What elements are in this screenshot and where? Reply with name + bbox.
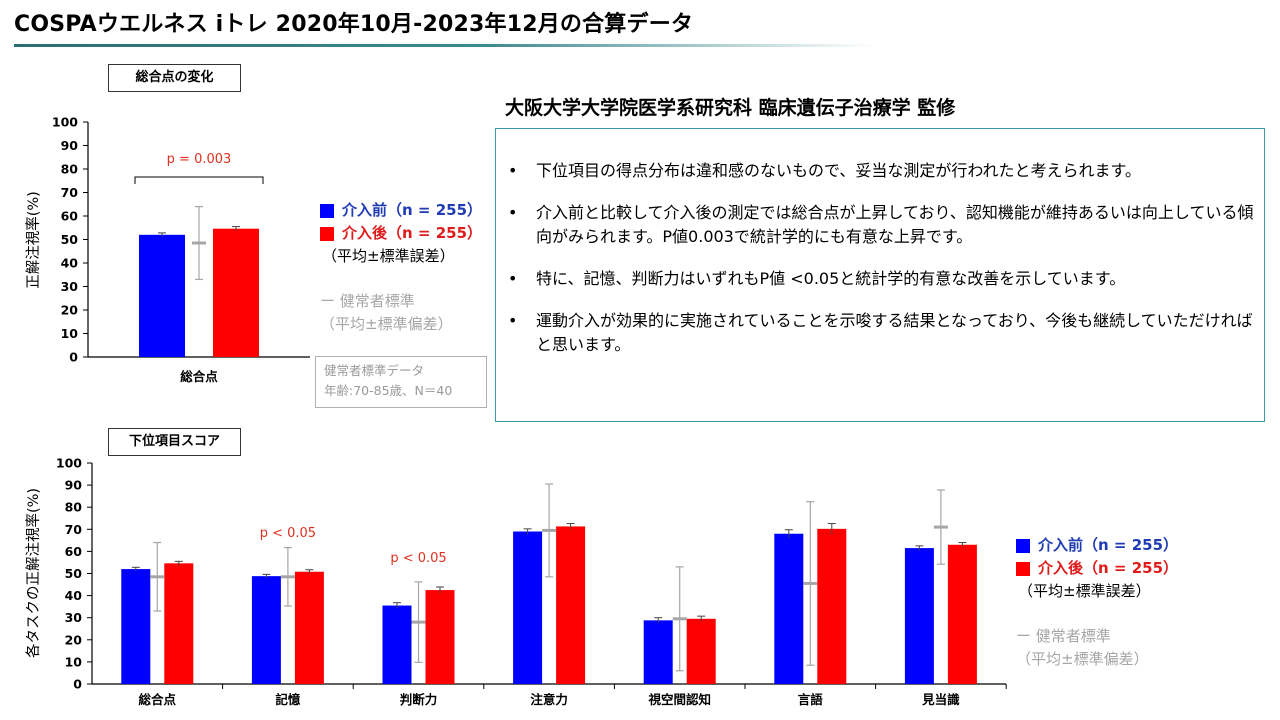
bar-after (164, 563, 194, 684)
category-label: 言語 (798, 692, 824, 707)
finding-item: 運動介入が効果的に実施されていることを示唆する結果となっており、今後も継続してい… (504, 309, 1254, 357)
legend-before: 介入前（n = 255） (1016, 534, 1178, 557)
category-label: 記憶 (275, 692, 301, 707)
y-axis-title: 各タスクの正解注視率(%) (25, 488, 42, 658)
category-label: 見当識 (921, 692, 960, 707)
y-tick-label: 20 (61, 303, 79, 318)
y-tick-label: 80 (61, 162, 79, 177)
legend-top: 介入前（n = 255） 介入後（n = 255） （平均±標準誤差） ー 健常… (320, 199, 482, 336)
swatch-before (1016, 538, 1030, 553)
bar-before (774, 533, 804, 684)
y-tick-label: 10 (61, 326, 79, 341)
section-label-total-score: 総合点の変化 (108, 64, 241, 92)
y-tick-label: 10 (65, 654, 83, 669)
finding-item: 下位項目の得点分布は違和感のないもので、妥当な測定が行われたと考えられます。 (504, 159, 1254, 183)
bar-before (382, 605, 412, 684)
swatch-after (1016, 561, 1030, 576)
y-tick-label: 50 (65, 566, 83, 581)
category-label: 総合点 (180, 369, 218, 384)
bar-after (213, 228, 259, 357)
y-tick-label: 40 (65, 588, 83, 603)
category-label: 注意力 (530, 692, 568, 707)
findings-list: 下位項目の得点分布は違和感のないもので、妥当な測定が行われたと考えられます。 介… (504, 159, 1254, 375)
bar-after (686, 618, 716, 684)
swatch-after (320, 226, 334, 241)
legend-bottom: 介入前（n = 255） 介入後（n = 255） （平均±標準誤差） ー 健常… (1016, 534, 1178, 671)
healthy-reference-box: 健常者標準データ 年齢:70-85歳、N＝40 (315, 356, 487, 408)
bar-after (817, 528, 847, 684)
reference-line-1: 健常者標準データ (324, 363, 425, 378)
legend-before: 介入前（n = 255） (320, 199, 482, 222)
bar-after (947, 544, 977, 684)
bar-before (251, 576, 281, 684)
bar-before (139, 234, 185, 357)
y-tick-label: 30 (65, 610, 83, 625)
y-tick-label: 50 (61, 232, 79, 247)
y-tick-label: 30 (61, 279, 79, 294)
y-axis-title: 正解注視率(%) (25, 191, 42, 289)
y-tick-label: 40 (61, 256, 79, 271)
legend-healthy: ー 健常者標準 (320, 292, 415, 310)
y-tick-label: 90 (61, 138, 79, 153)
y-tick-label: 90 (65, 478, 83, 493)
bar-after (294, 571, 324, 684)
y-tick-label: 80 (65, 500, 83, 515)
bar-before (121, 569, 151, 684)
legend-sd-note: （平均±標準偏差） (1016, 650, 1149, 668)
y-tick-label: 70 (61, 185, 79, 200)
category-label: 総合点 (139, 692, 177, 707)
supervisor-credit: 大阪大学大学院医学系研究科 臨床遺伝子治療学 監修 (505, 97, 956, 119)
title-underline (14, 44, 874, 47)
y-tick-label: 0 (73, 677, 82, 692)
p-value-label: p < 0.05 (390, 551, 446, 566)
bar-after (425, 590, 455, 684)
section-label-subscores: 下位項目スコア (108, 428, 241, 456)
y-tick-label: 70 (65, 522, 83, 537)
finding-item: 特に、記憶、判断力はいずれもP値 <0.05と統計学的有意な改善を示しています。 (504, 267, 1254, 291)
legend-after: 介入後（n = 255） (1016, 557, 1178, 580)
y-tick-label: 0 (69, 350, 78, 365)
y-tick-label: 100 (52, 115, 78, 130)
legend-sd-note: （平均±標準偏差） (320, 315, 453, 333)
y-tick-label: 20 (65, 632, 83, 647)
finding-item: 介入前と比較して介入後の測定では総合点が上昇しており、認知機能が維持あるいは向上… (504, 201, 1254, 249)
bar-before (643, 620, 673, 684)
legend-after: 介入後（n = 255） (320, 222, 482, 245)
swatch-before (320, 203, 334, 218)
reference-line-2: 年齢:70-85歳、N＝40 (324, 383, 453, 398)
y-tick-label: 60 (65, 544, 83, 559)
findings-box: 下位項目の得点分布は違和感のないもので、妥当な測定が行われたと考えられます。 介… (495, 128, 1265, 422)
category-label: 視空間認知 (647, 692, 711, 707)
bar-before (904, 548, 934, 684)
y-tick-label: 60 (61, 209, 79, 224)
bar-after (556, 526, 586, 684)
page-title: COSPAウエルネス iトレ 2020年10月-2023年12月の合算データ (14, 12, 694, 37)
p-value-label: p = 0.003 (167, 152, 232, 167)
p-value-label: p < 0.05 (260, 526, 316, 541)
category-label: 判断力 (400, 692, 438, 707)
y-tick-label: 100 (56, 456, 82, 471)
legend-healthy: ー 健常者標準 (1016, 627, 1111, 645)
legend-se-note: （平均±標準誤差） (1018, 582, 1151, 600)
bar-before (513, 531, 543, 684)
significance-bracket (134, 176, 264, 184)
legend-se-note: （平均±標準誤差） (322, 247, 455, 265)
